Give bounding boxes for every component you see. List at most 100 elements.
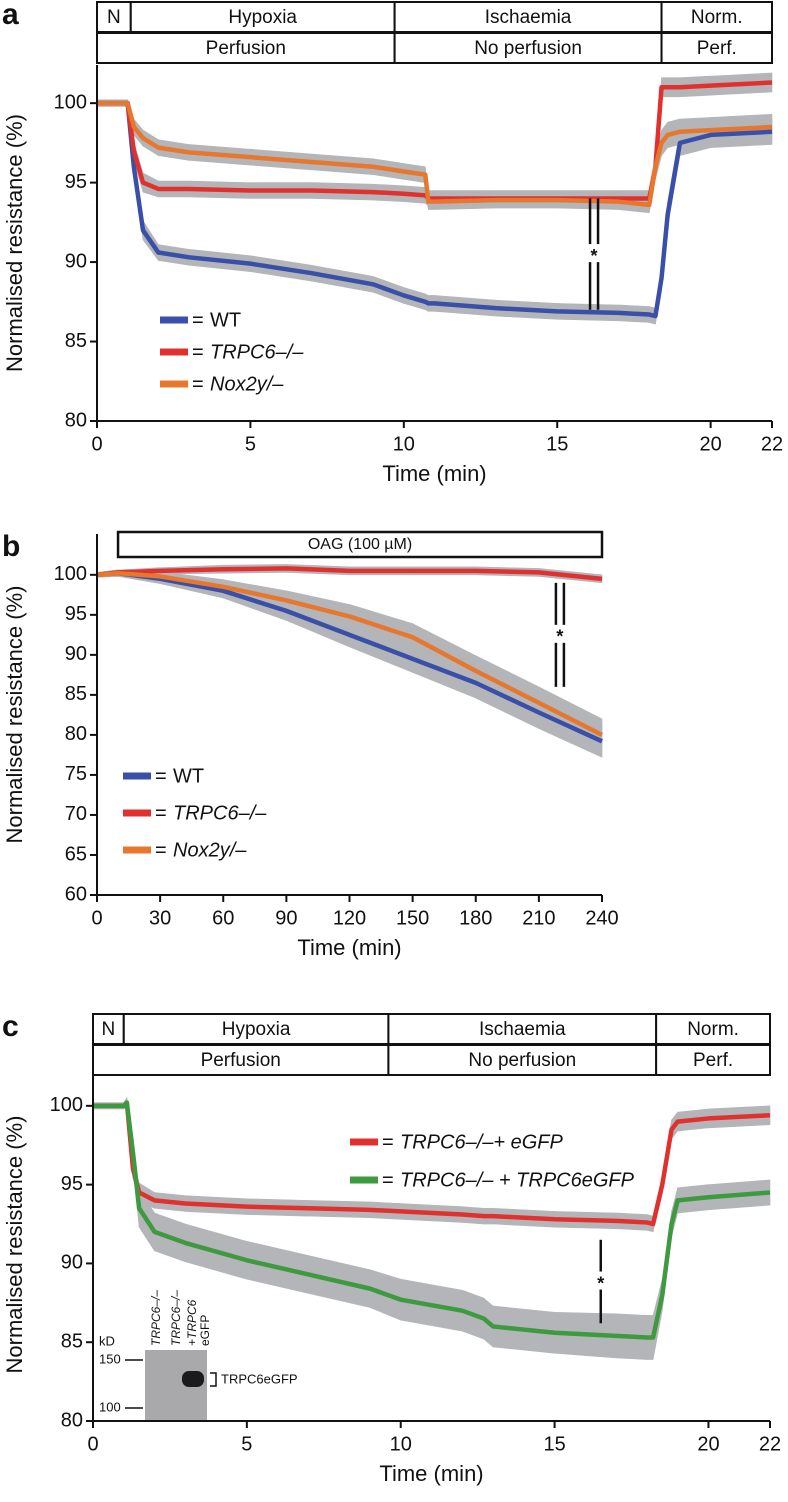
y-tick-label: 90 [65,250,87,272]
x-axis-label: Time (min) [382,461,486,486]
series-line [96,570,604,737]
y-tick-label: 65 [65,843,87,865]
x-tick-label: 180 [459,907,492,929]
x-axis-label: Time (min) [379,1461,483,1486]
phase-label: Ischaemia [485,7,572,28]
legend-prefix: = [382,1169,394,1191]
x-tick-label: 150 [396,907,429,929]
treatment-label: OAG (100 µM) [308,536,412,553]
blot-bracket [210,1372,217,1387]
phase-label: Perfusion [206,38,286,59]
x-tick-label: 10 [390,1433,412,1455]
y-tick-label: 95 [65,171,87,193]
y-tick-label: 75 [65,763,87,785]
phase-box [655,1013,772,1045]
y-tick-label: 85 [65,330,87,352]
phase-box [96,32,396,64]
legend-prefix: = [155,802,167,824]
blot-lane-label: TRPC6–/– [149,1290,163,1346]
y-tick-label: 100 [50,1094,83,1116]
series-line [93,1100,771,1340]
blot-lane-label: TRPC6–/– [169,1290,183,1346]
legend-prefix: = [382,1131,394,1153]
legend-label: Nox2y/– [210,373,284,395]
y-axis-label: Normalised resistance (%) [2,114,27,372]
x-tick-label: 22 [759,1433,781,1455]
x-tick-label: 120 [333,907,366,929]
legend-label: TRPC6–/–+ eGFP [400,1131,564,1153]
x-tick-label: 240 [585,907,618,929]
phase-label: N [107,7,121,28]
phase-box [393,32,663,64]
x-tick-label: 90 [275,907,297,929]
y-tick-label: 100 [54,563,87,585]
phase-label: Ischaemia [479,1019,566,1040]
phase-label: Hypoxia [222,1019,291,1040]
y-tick-label: 85 [65,683,87,705]
y-tick-label: 85 [61,1330,83,1352]
series-line [96,566,603,582]
phase-box [387,1013,658,1045]
blot-lane-label: eGFP [198,1315,212,1346]
series-line [97,100,773,208]
y-tick-label: 90 [61,1252,83,1274]
y-tick-label: 80 [61,1409,83,1431]
blot-band [182,1371,204,1387]
phase-label: Perf. [693,1050,733,1071]
phase-label: Perf. [697,38,737,59]
legend-label: WT [173,765,204,787]
legend-label: TRPC6–/– [210,341,304,363]
legend-label: TRPC6–/– [173,802,267,824]
legend-prefix: = [192,341,204,363]
annotation-label: * [591,246,598,266]
phase-label: Perfusion [201,1050,281,1071]
x-tick-label: 20 [697,1433,719,1455]
phase-label: N [102,1019,116,1040]
blot-unit: kD [99,1333,115,1348]
y-tick-label: 100 [54,91,87,113]
legend-prefix: = [192,309,204,331]
blot-band-label: TRPC6eGFP [221,1371,298,1386]
series-line [97,100,773,319]
x-tick-label: 0 [91,907,102,929]
x-tick-label: 15 [546,433,568,455]
phase-box [655,1044,772,1076]
x-tick-label: 0 [87,1433,98,1455]
x-tick-label: 20 [700,433,722,455]
x-tick-label: 5 [245,433,256,455]
x-tick-label: 30 [149,907,171,929]
x-tick-label: 10 [393,433,415,455]
panel-letter: b [2,530,20,563]
phase-label: Norm. [687,1019,739,1040]
y-tick-label: 80 [65,723,87,745]
legend-prefix: = [155,765,167,787]
x-tick-label: 210 [522,907,555,929]
x-tick-label: 22 [761,433,783,455]
legend-label: TRPC6–/– + TRPC6eGFP [400,1169,635,1191]
treatment-bar [116,530,604,559]
annotation-label: * [597,1273,604,1293]
x-tick-label: 60 [212,907,234,929]
blot-tick-label: 100 [99,1399,121,1414]
y-tick-label: 60 [65,883,87,905]
blot-tick-label: 150 [99,1351,121,1366]
x-tick-label: 5 [241,1433,252,1455]
legend-label: WT [210,309,241,331]
y-tick-label: 70 [65,803,87,825]
panel-letter: a [2,0,19,31]
y-tick-label: 95 [65,603,87,625]
y-tick-label: 95 [61,1173,83,1195]
annotation-label: * [556,627,563,647]
phase-label: No perfusion [468,1050,576,1071]
phase-label: No perfusion [474,38,582,59]
legend-label: Nox2y/– [173,839,247,861]
y-axis-label: Normalised resistance (%) [2,1116,27,1374]
x-tick-label: 15 [543,1433,565,1455]
blot-lane-label: +TRPC6 [185,1299,199,1346]
legend-prefix: = [192,373,204,395]
phase-label: Hypoxia [228,7,297,28]
phase-box [660,32,774,64]
panel-letter: c [2,1010,19,1043]
